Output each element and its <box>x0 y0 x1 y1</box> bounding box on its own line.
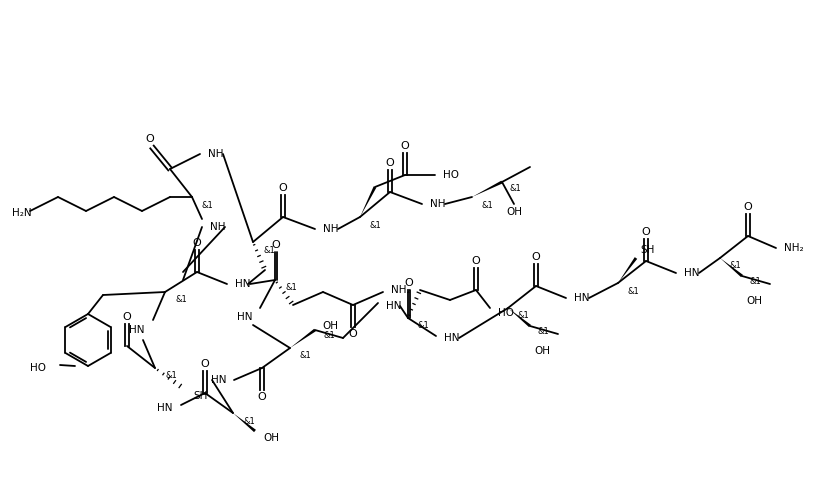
Text: &1: &1 <box>175 295 186 304</box>
Text: &1: &1 <box>300 351 312 360</box>
Text: O: O <box>193 238 201 248</box>
Text: SH: SH <box>640 245 655 255</box>
Text: OH: OH <box>263 433 279 443</box>
Text: &1: &1 <box>628 286 640 295</box>
Text: &1: &1 <box>202 200 214 209</box>
Text: NH: NH <box>323 224 339 234</box>
Text: &1: &1 <box>750 276 762 285</box>
Text: O: O <box>349 329 358 339</box>
Polygon shape <box>508 308 531 327</box>
Text: &1: &1 <box>323 330 334 339</box>
Text: O: O <box>201 359 210 369</box>
Text: NH: NH <box>430 199 445 209</box>
Text: HN: HN <box>157 403 173 413</box>
Text: O: O <box>146 134 155 144</box>
Text: NH: NH <box>210 222 225 232</box>
Polygon shape <box>618 257 637 283</box>
Text: HN: HN <box>684 268 700 278</box>
Text: H₂N: H₂N <box>12 208 32 218</box>
Text: O: O <box>258 392 266 402</box>
Text: &1: &1 <box>510 184 522 193</box>
Text: &1: &1 <box>730 261 742 271</box>
Polygon shape <box>472 181 503 197</box>
Text: OH: OH <box>322 321 338 331</box>
Text: &1: &1 <box>165 371 176 380</box>
Text: O: O <box>472 256 480 266</box>
Text: HO: HO <box>443 170 459 180</box>
Text: HN: HN <box>386 301 402 311</box>
Polygon shape <box>290 329 316 348</box>
Text: HN: HN <box>237 312 253 322</box>
Text: HN: HN <box>210 375 226 385</box>
Polygon shape <box>720 258 743 277</box>
Text: &1: &1 <box>538 326 550 336</box>
Text: O: O <box>122 312 131 322</box>
Text: NH₂: NH₂ <box>784 243 804 253</box>
Text: HO: HO <box>498 308 514 318</box>
Text: O: O <box>641 227 651 237</box>
Text: &1: &1 <box>285 283 297 293</box>
Text: HN: HN <box>574 293 590 303</box>
Text: &1: &1 <box>263 246 275 254</box>
Text: &1: &1 <box>418 322 430 330</box>
Text: HO: HO <box>30 363 46 373</box>
Text: &1: &1 <box>482 200 493 209</box>
Text: HN: HN <box>130 325 145 335</box>
Text: O: O <box>401 141 409 151</box>
Text: O: O <box>279 183 287 193</box>
Text: O: O <box>744 202 752 212</box>
Text: &1: &1 <box>370 220 382 229</box>
Text: HN: HN <box>444 333 459 343</box>
Text: NH: NH <box>208 149 224 159</box>
Text: &1: &1 <box>518 312 530 321</box>
Text: OH: OH <box>534 346 550 356</box>
Text: NH₂: NH₂ <box>391 285 411 295</box>
Text: O: O <box>271 240 280 250</box>
Polygon shape <box>233 413 256 432</box>
Text: HN: HN <box>235 279 250 289</box>
Text: OH: OH <box>506 207 522 217</box>
Polygon shape <box>360 186 376 217</box>
Text: SH: SH <box>193 391 207 401</box>
Text: O: O <box>532 252 540 262</box>
Text: OH: OH <box>746 296 762 306</box>
Text: &1: &1 <box>243 416 255 425</box>
Text: O: O <box>404 278 414 288</box>
Text: O: O <box>385 158 394 168</box>
